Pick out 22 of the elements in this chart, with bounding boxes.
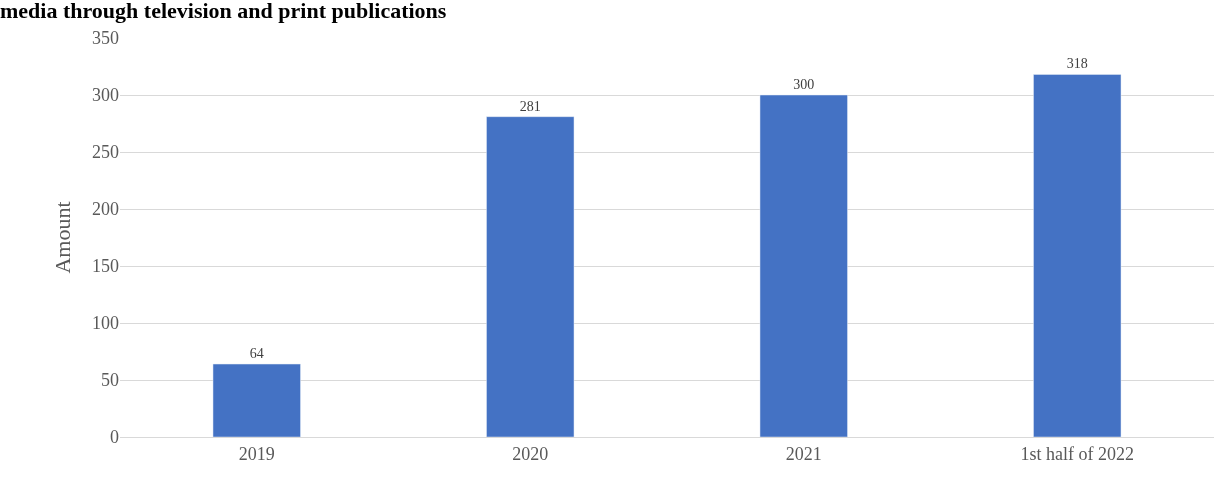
- bar: [759, 94, 848, 437]
- chart-title: media through television and print publications: [0, 0, 447, 23]
- y-tick-label: 250: [92, 142, 119, 163]
- y-tick-label: 50: [101, 370, 119, 391]
- y-tick-label: 350: [92, 28, 119, 49]
- data-label: 300: [793, 77, 815, 92]
- y-tick-label: 300: [92, 85, 119, 106]
- bar: [212, 363, 301, 437]
- x-tick-label: 2020: [512, 443, 549, 464]
- y-axis-title: Amount: [49, 201, 75, 274]
- bar: [1033, 74, 1122, 437]
- data-label: 318: [1066, 56, 1088, 72]
- y-tick-label: 200: [92, 199, 119, 220]
- x-tick-label: 1st half of 2022: [1020, 443, 1134, 464]
- data-label: 281: [519, 98, 541, 114]
- x-tick-label: 2019: [238, 443, 275, 464]
- y-tick-label: 100: [92, 313, 119, 334]
- x-tick-label: 2021: [785, 443, 822, 464]
- y-tick-label: 150: [92, 256, 119, 277]
- bar: [486, 116, 575, 437]
- y-tick-label: 0: [110, 427, 119, 448]
- data-label: 64: [249, 346, 264, 362]
